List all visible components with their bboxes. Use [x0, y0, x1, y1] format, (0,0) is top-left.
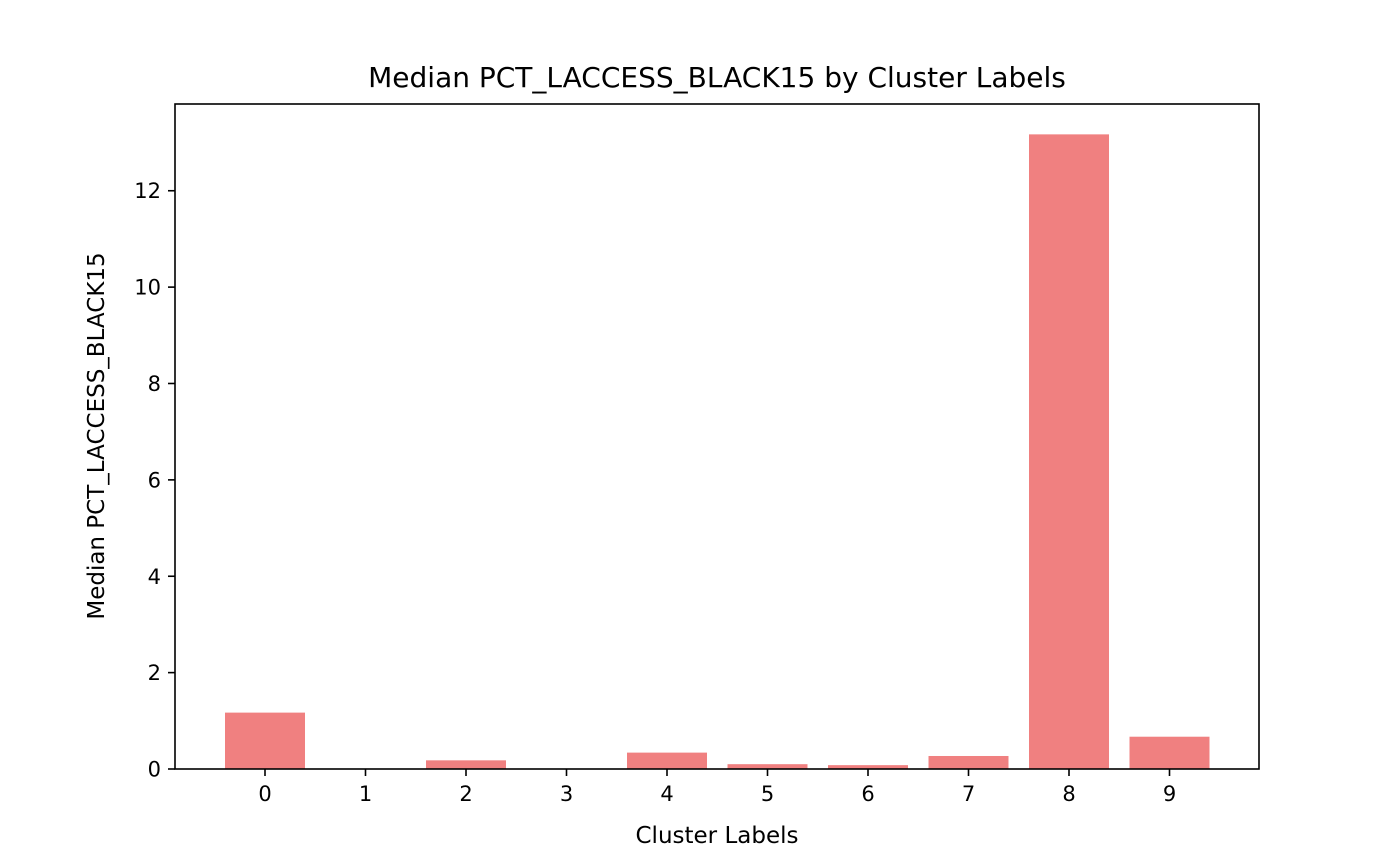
chart-title: Median PCT_LACCESS_BLACK15 by Cluster La… [368, 61, 1066, 94]
x-tick-label: 9 [1163, 782, 1176, 806]
x-tick-label: 3 [560, 782, 573, 806]
x-tick-label: 7 [962, 782, 975, 806]
bar-cluster-5 [727, 764, 808, 769]
y-tick-label: 10 [134, 276, 161, 300]
x-tick-label: 8 [1062, 782, 1075, 806]
x-tick-label: 1 [359, 782, 372, 806]
y-tick-label: 0 [148, 758, 161, 782]
x-axis: 0 1 2 3 4 5 6 7 8 9 [258, 769, 1176, 806]
y-axis: 0 2 4 6 8 10 12 [134, 179, 175, 782]
bar-cluster-7 [928, 755, 1009, 769]
bar-cluster-9 [1129, 736, 1210, 769]
y-tick-label: 6 [148, 468, 161, 492]
x-tick-label: 6 [861, 782, 874, 806]
y-axis-label: Median PCT_LACCESS_BLACK15 [84, 252, 110, 619]
y-tick-label: 4 [148, 565, 161, 589]
y-tick-label: 2 [148, 661, 161, 685]
bar-cluster-6 [828, 765, 908, 769]
x-tick-label: 2 [459, 782, 472, 806]
bars-group [225, 134, 1210, 770]
bar-cluster-4 [627, 752, 707, 769]
bar-cluster-0 [225, 712, 305, 769]
bar-cluster-8 [1029, 134, 1109, 770]
y-tick-label: 8 [148, 372, 161, 396]
bar-cluster-2 [426, 760, 506, 769]
x-tick-label: 5 [761, 782, 774, 806]
plot-frame [174, 103, 1260, 770]
x-tick-label: 0 [258, 782, 271, 806]
y-tick-label: 12 [134, 179, 161, 203]
x-tick-label: 4 [660, 782, 673, 806]
x-axis-label: Cluster Labels [636, 823, 799, 849]
